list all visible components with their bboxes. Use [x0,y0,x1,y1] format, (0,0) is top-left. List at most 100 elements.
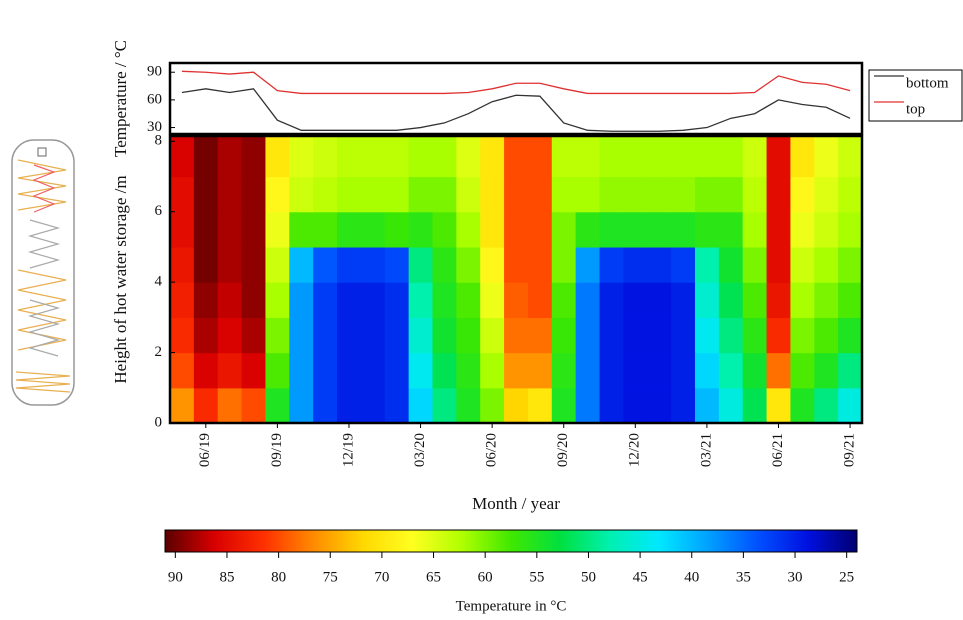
heat-cell [337,387,362,424]
heat-cell [456,352,481,389]
coil [27,299,61,357]
heat-cell [432,211,457,248]
heat-cell [289,211,314,248]
heat-cell [694,211,720,248]
heat-cell [480,387,505,424]
x-tick-label: 06/21 [770,433,786,467]
legend-box [868,69,963,122]
tank-port [37,147,47,157]
heat-cell [694,352,720,389]
heat-cell [551,282,577,318]
heat-cell [193,211,219,248]
heat-cell [814,246,839,283]
y-axis-title: Height of hot water storage /m [111,175,130,383]
coil [27,219,61,269]
heat-cell [217,282,243,318]
colorbar-tick-label: 80 [271,569,286,585]
heat-cell [241,136,267,178]
heat-cell [623,246,648,283]
heat-cell [360,136,386,178]
colorbar-tick-label: 45 [633,569,648,585]
heat-cell [551,136,577,178]
heat-cell [766,317,792,354]
heat-cell [742,282,768,318]
heat-cell [671,211,696,248]
heat-cell [647,282,672,318]
y-tick-label: 4 [155,274,163,290]
heat-cell [790,246,815,283]
heat-cell [766,176,792,213]
heat-cell [360,282,386,318]
heat-cell [384,176,410,213]
heat-cell [313,282,338,318]
heat-cell [193,317,219,354]
heat-cell [170,176,195,213]
heat-cell [742,387,768,424]
heat-cell [480,211,505,248]
heat-cell [623,136,648,178]
heat-cell [694,176,720,213]
colorbar-tick-label: 90 [168,569,183,585]
heat-cell [313,176,338,213]
heat-cell [718,282,744,318]
heat-cell [384,246,410,283]
heat-cell [504,246,529,283]
heat-cell [504,352,529,389]
heat-cell [838,211,863,248]
heat-cell [838,387,863,424]
heat-cell [718,211,744,248]
heat-cell [551,317,577,354]
heat-cell [504,317,529,354]
heat-cell [647,136,672,178]
heat-cell [718,317,744,354]
heat-cell [551,387,577,424]
y-axis-title: Temperature / °C [111,40,130,157]
heat-cell [790,282,815,318]
x-axis-title: Month / year [472,494,560,513]
heat-cell [170,282,195,318]
heat-cell [599,246,624,283]
x-tick-label: 09/21 [842,433,858,467]
heat-cell [313,387,338,424]
heat-cell [480,282,505,318]
heat-cell [432,352,457,389]
heat-cell [217,246,243,283]
heat-cell [313,246,338,283]
heat-cell [384,387,410,424]
colorbar-tick-label: 75 [323,569,338,585]
heat-cell [241,282,267,318]
heat-cell [623,282,648,318]
heat-cell [337,317,362,354]
heat-cell [742,211,768,248]
line-series [181,88,851,132]
heat-cell [170,211,195,248]
colorbar-tick-label: 55 [529,569,544,585]
heat-cell [265,176,290,213]
heat-cell [575,246,601,283]
heat-cell [599,282,624,318]
heat-cell [241,176,267,213]
heat-cell [456,282,481,318]
heat-cell [480,246,505,283]
heat-cell [337,176,362,213]
legend-label: bottom [906,75,949,91]
heat-cell [408,246,434,283]
heat-cell [480,317,505,354]
heat-cell [527,176,553,213]
heat-cell [241,211,267,248]
heat-cell [265,246,290,283]
heat-cell [360,246,386,283]
heat-cell [527,246,553,283]
heat-cell [408,282,434,318]
heat-cell [360,387,386,424]
heat-cell [814,282,839,318]
heat-cell [814,317,839,354]
plot-frame [168,61,864,136]
heat-cell [432,136,457,178]
heat-cell [432,246,457,283]
y-tick-label: 90 [147,64,162,80]
colorbar-tick-label: 35 [736,569,751,585]
heat-cell [193,246,219,283]
heat-cell [384,136,410,178]
